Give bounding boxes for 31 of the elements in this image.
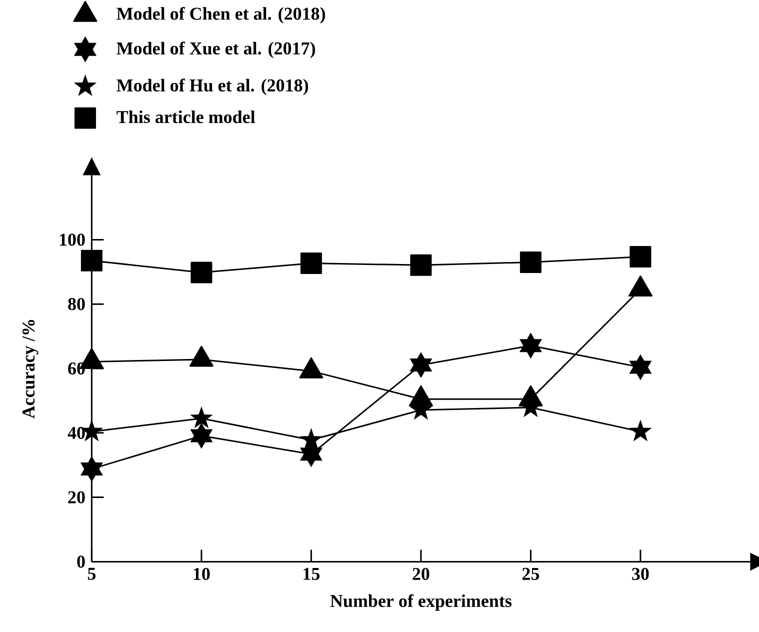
y-tick-label: 100 [60,234,85,246]
point [629,354,652,380]
x-tick-label: 20 [412,568,430,580]
y-tick-label: 80 [68,298,85,310]
legend-label: Model of Hu et al. (2018) [116,78,308,96]
point [519,332,542,359]
point [520,251,542,273]
point [410,254,432,276]
legend-label: This article model [116,110,256,124]
point [300,428,323,450]
point [80,250,102,272]
x-tick-label: 15 [304,568,320,580]
y-tick-label: 0 [77,556,85,568]
point [80,456,103,482]
y-tick-label: 20 [68,491,85,504]
point [190,262,212,284]
x-axis-title: Number of experiments [330,594,512,611]
x-tick-label: 25 [522,568,540,580]
legend-label: Model of Chen et al. (2018) [116,6,326,24]
legend-label: Model of Xue et al. (2017) [116,42,315,58]
point [630,246,652,268]
point [190,422,213,449]
point [190,406,213,428]
point [300,252,322,274]
x-tick-label: 30 [632,568,649,580]
point [410,352,432,378]
y-tick-label: 40 [68,426,85,439]
x-tick-label: 5 [88,568,96,580]
x-tick-label: 10 [194,568,210,580]
point [629,420,652,442]
y-axis-title: Accuracy /% [22,320,38,419]
